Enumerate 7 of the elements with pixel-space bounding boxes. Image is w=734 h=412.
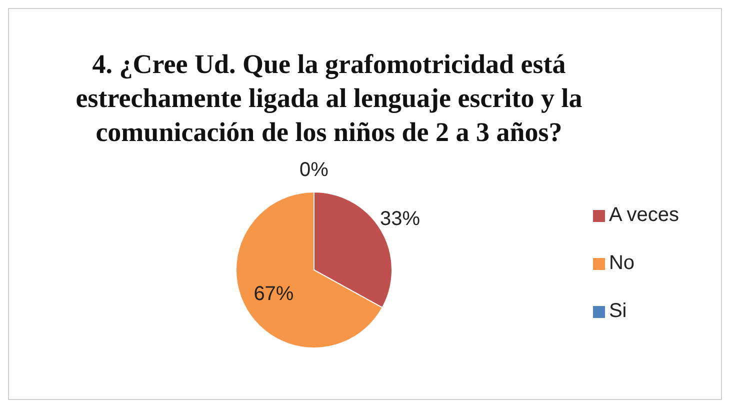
legend-label: A veces (608, 204, 679, 226)
text: 0% (300, 159, 328, 181)
chart-title: 4. ¿Cree Ud. Que la grafomotricidad está estrechamente ligada al lenguaje escrito y la comunicación de los niños de 2 a 3 años? (74, 48, 584, 149)
data-label: 67% (254, 282, 294, 305)
legend-label: Si (608, 300, 627, 322)
data-label: 33% (380, 208, 420, 230)
legend-label: No (608, 252, 635, 274)
